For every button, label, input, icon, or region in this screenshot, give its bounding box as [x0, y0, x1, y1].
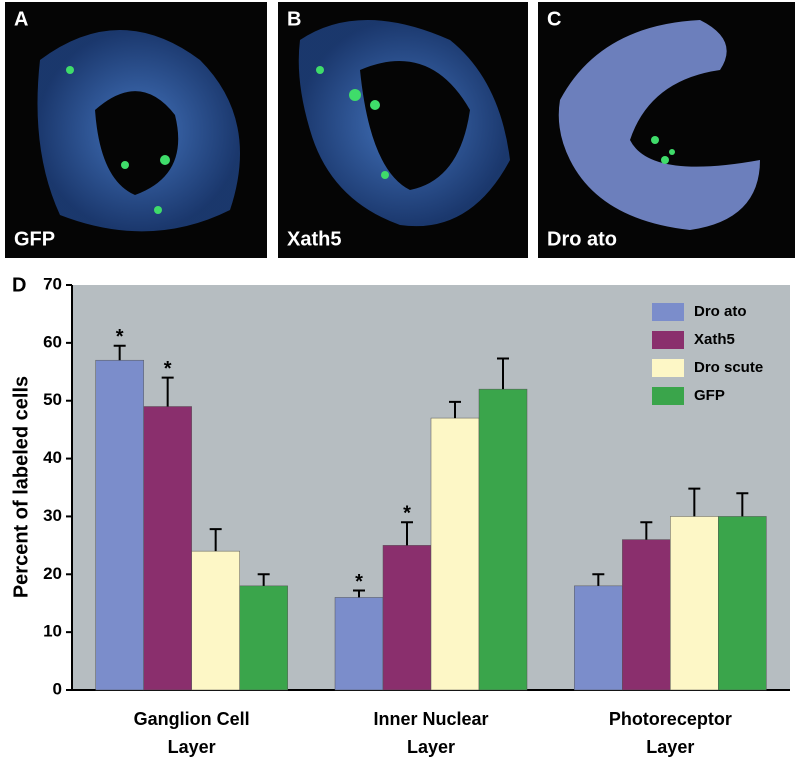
x-tick-label: Photoreceptor Layer [609, 709, 732, 757]
bar [143, 406, 192, 690]
legend-swatch [652, 387, 684, 405]
bar [335, 597, 383, 690]
legend-label: Xath5 [694, 331, 735, 348]
legend-label: Dro ato [694, 303, 747, 320]
error-bar [209, 528, 222, 552]
error-bar [449, 400, 461, 419]
image-panel-c [538, 2, 795, 258]
error-bar [688, 487, 701, 517]
legend-label: Dro scute [694, 359, 763, 376]
image-panel-a [5, 2, 267, 258]
panel-letter: B [287, 8, 301, 30]
panel-letter: C [547, 8, 561, 30]
panel-label: Xath5 [287, 228, 341, 250]
legend-swatch [652, 303, 684, 321]
bar [574, 585, 623, 690]
bar [95, 360, 144, 690]
error-bar [113, 344, 126, 361]
error-bar [257, 573, 270, 586]
bar [383, 545, 431, 690]
y-axis-title: Percent of labeled cells [10, 376, 32, 598]
panel-letter: D [12, 274, 26, 296]
y-tick-label: 70 [43, 274, 62, 293]
bar [670, 516, 719, 690]
legend-swatch [652, 331, 684, 349]
bar [239, 585, 288, 690]
bar [718, 516, 767, 690]
bar [622, 539, 671, 690]
significance-mark: * [355, 571, 363, 593]
y-tick-label: 10 [43, 622, 62, 641]
image-panel-b [278, 2, 528, 258]
x-tick-label: Inner Nuclear Layer [373, 709, 488, 757]
error-bar [497, 357, 509, 390]
significance-mark: * [403, 502, 411, 524]
y-tick-label: 50 [43, 390, 62, 409]
y-tick-label: 20 [43, 564, 62, 583]
y-tick-label: 30 [43, 506, 62, 525]
bar [191, 551, 240, 690]
panel-label: GFP [14, 228, 55, 250]
legend-label: GFP [694, 387, 725, 404]
y-tick-label: 40 [43, 448, 62, 467]
x-tick-label: Ganglion Cell Layer [134, 709, 250, 757]
legend-swatch [652, 359, 684, 377]
error-bar [161, 376, 174, 407]
y-tick-label: 0 [53, 679, 62, 698]
bar [479, 389, 527, 690]
error-bar [736, 492, 749, 517]
y-tick-label: 60 [43, 332, 62, 351]
significance-mark: * [116, 326, 124, 348]
error-bar [401, 521, 413, 546]
bar [431, 418, 479, 690]
significance-mark: * [164, 358, 172, 380]
error-bar [640, 521, 653, 540]
error-bar [353, 589, 365, 598]
panel-label: Dro ato [547, 228, 617, 250]
error-bar [592, 573, 605, 586]
panel-letter: A [14, 8, 28, 30]
